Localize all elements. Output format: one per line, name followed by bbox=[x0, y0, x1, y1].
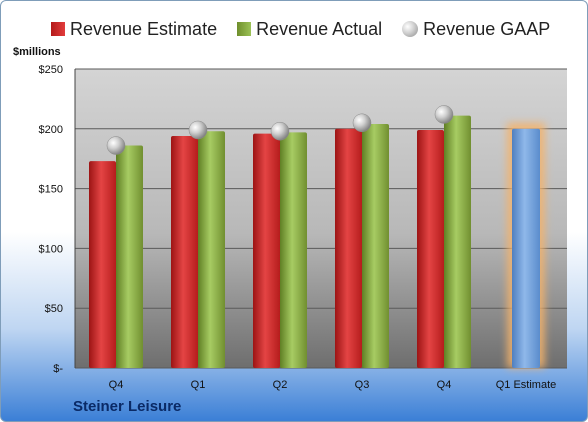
x-tick-label: Q2 bbox=[273, 379, 288, 391]
company-name: Steiner Leisure bbox=[73, 398, 182, 415]
bar-revenue-estimate bbox=[89, 161, 116, 368]
legend-swatch-estimate bbox=[51, 22, 65, 36]
legend-label-actual: Revenue Actual bbox=[256, 18, 383, 39]
chart-legend: Revenue Estimate Revenue Actual Revenue … bbox=[51, 17, 570, 41]
marker-revenue-gaap bbox=[106, 136, 126, 155]
plot-area bbox=[75, 69, 567, 368]
legend-label-gaap: Revenue GAAP bbox=[423, 18, 551, 39]
legend-item-estimate: Revenue Estimate bbox=[51, 19, 217, 40]
y-tick-label: $100 bbox=[39, 243, 63, 255]
bar-revenue-estimate bbox=[417, 129, 444, 368]
grid-lines bbox=[75, 68, 567, 369]
bar-forecast-estimate bbox=[512, 128, 540, 368]
y-axis: $- $50 $100 $150 $200 $250 bbox=[39, 64, 76, 375]
marker-revenue-gaap bbox=[270, 121, 290, 141]
bar-revenue-actual bbox=[116, 145, 143, 368]
x-tick-label: Q4 bbox=[109, 379, 124, 391]
marker-revenue-gaap bbox=[352, 113, 372, 133]
x-axis: Q4 Q1 Q2 Q3 Q4 Q1 Estimate bbox=[109, 379, 557, 391]
legend-item-gaap: Revenue GAAP bbox=[402, 19, 550, 40]
bar-revenue-estimate bbox=[335, 128, 362, 368]
legend-swatch-actual bbox=[237, 22, 252, 36]
gaap-markers bbox=[106, 105, 454, 155]
y-axis-unit-label: $millions bbox=[13, 46, 61, 58]
x-tick-label: Q4 bbox=[437, 379, 452, 391]
x-tick-label: Q1 Estimate bbox=[496, 379, 557, 391]
bar-revenue-actual bbox=[362, 124, 389, 369]
bar-revenue-actual bbox=[280, 132, 307, 368]
y-tick-label: $250 bbox=[39, 64, 63, 76]
legend-swatch-gaap bbox=[402, 21, 419, 37]
bar-revenue-actual bbox=[198, 131, 225, 368]
bars bbox=[89, 115, 545, 369]
bar-revenue-actual bbox=[444, 115, 471, 368]
x-tick-label: Q1 bbox=[191, 379, 206, 391]
bar-revenue-estimate bbox=[253, 133, 280, 368]
y-tick-label: $- bbox=[53, 363, 63, 375]
marker-revenue-gaap bbox=[188, 120, 208, 140]
y-tick-label: $50 bbox=[45, 303, 63, 315]
bar-revenue-estimate bbox=[171, 135, 198, 368]
x-tick-label: Q3 bbox=[355, 379, 370, 391]
legend-label-estimate: Revenue Estimate bbox=[70, 18, 218, 39]
y-tick-label: $150 bbox=[39, 184, 63, 196]
y-tick-label: $200 bbox=[39, 124, 63, 136]
legend-item-actual: Revenue Actual bbox=[237, 19, 382, 40]
marker-revenue-gaap bbox=[434, 105, 454, 124]
